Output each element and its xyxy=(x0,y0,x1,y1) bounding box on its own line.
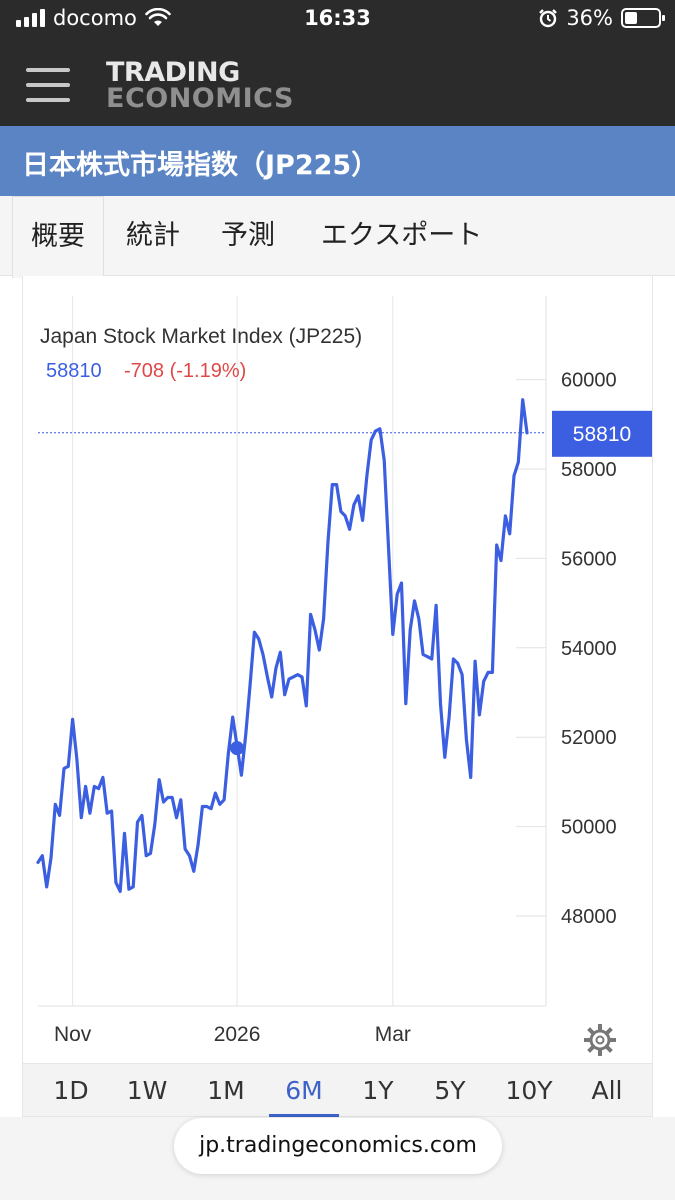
x-tick-label: Nov xyxy=(54,1023,92,1046)
logo-line2: ECONOMICS xyxy=(106,83,294,114)
battery-percent: 36% xyxy=(566,6,613,30)
gear-icon[interactable] xyxy=(584,1024,616,1056)
menu-icon[interactable] xyxy=(26,68,70,102)
y-tick-label: 52000 xyxy=(561,727,617,749)
range-10y[interactable]: 10Y xyxy=(505,1076,553,1105)
signal-icon xyxy=(16,9,45,27)
last-value: 58810 xyxy=(46,360,102,382)
status-bar: docomo 16:33 36% xyxy=(0,0,675,40)
tab-statistics[interactable]: 統計 xyxy=(126,220,180,251)
carrier-name: docomo xyxy=(53,6,137,30)
page-title: 日本株式市場指数（JP225） xyxy=(22,150,379,181)
wifi-icon xyxy=(145,8,171,26)
status-right: 36% xyxy=(538,6,665,30)
alarm-icon xyxy=(539,9,558,28)
tab-bar: 概要 統計 予測 エクスポート xyxy=(0,196,675,278)
y-tick-label: 56000 xyxy=(561,548,617,570)
url-bar[interactable]: jp.tradingeconomics.com xyxy=(174,1118,502,1174)
battery-icon xyxy=(621,8,665,28)
y-axis: 48000 50000 52000 54000 56000 58000 60000 xyxy=(561,370,617,928)
range-1m[interactable]: 1M xyxy=(207,1076,245,1105)
site-logo[interactable]: TRADING ECONOMICS xyxy=(106,57,294,114)
tab-forecast[interactable]: 予測 xyxy=(221,220,275,251)
chart: Japan Stock Market Index (JP225) 58810 -… xyxy=(36,296,652,1056)
tab-overview[interactable]: 概要 xyxy=(12,196,104,278)
chart-title: Japan Stock Market Index (JP225) xyxy=(40,325,362,348)
status-time: 16:33 xyxy=(304,6,371,30)
range-1w[interactable]: 1W xyxy=(126,1076,168,1105)
y-tick-label: 58000 xyxy=(561,459,617,481)
series-marker xyxy=(230,741,245,756)
range-1y[interactable]: 1Y xyxy=(362,1076,394,1105)
range-all[interactable]: All xyxy=(591,1076,623,1105)
y-tick-label: 50000 xyxy=(561,817,617,839)
y-tick-label: 60000 xyxy=(561,370,617,392)
tab-export[interactable]: エクスポート xyxy=(321,220,483,251)
change-value: -708 (-1.19%) xyxy=(124,360,246,382)
x-tick-label: 2026 xyxy=(214,1023,261,1046)
series-line xyxy=(36,398,529,893)
app-header: TRADING ECONOMICS xyxy=(0,40,675,126)
title-bar: 日本株式市場指数（JP225） xyxy=(0,126,675,196)
x-tick-label: Mar xyxy=(375,1023,411,1046)
y-tick-label: 48000 xyxy=(561,906,617,928)
range-5y[interactable]: 5Y xyxy=(434,1076,466,1105)
y-tick-label: 54000 xyxy=(561,638,617,660)
grid-layer xyxy=(38,296,547,1007)
current-value-label: 58810 xyxy=(573,423,631,446)
x-axis: Nov 2026 Mar xyxy=(54,1023,411,1046)
range-1d[interactable]: 1D xyxy=(53,1076,89,1105)
carrier-group: docomo xyxy=(16,6,171,30)
logo-line1: TRADING xyxy=(106,57,240,88)
chart-card xyxy=(22,276,653,1116)
range-6m[interactable]: 6M xyxy=(269,1064,339,1118)
current-value-tag: 58810 xyxy=(552,410,652,457)
range-selector: 1D 1W 1M 6M 1Y 5Y 10Y All xyxy=(22,1063,653,1118)
